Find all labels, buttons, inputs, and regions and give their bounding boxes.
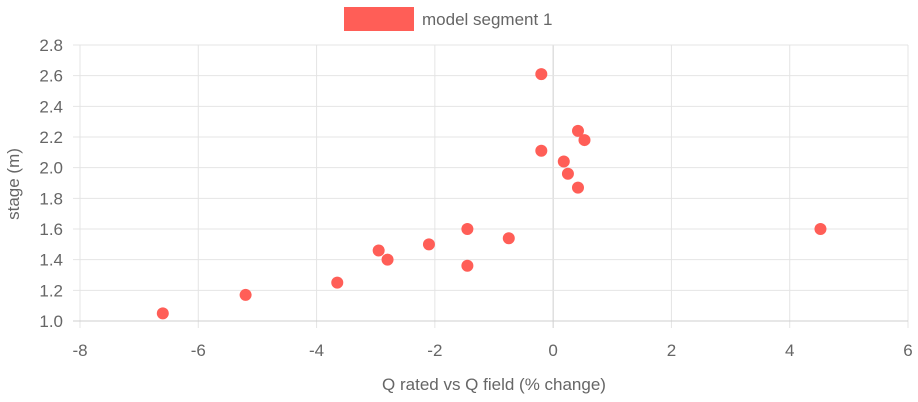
x-tick-label: 0 bbox=[548, 341, 557, 360]
x-tick-label: -2 bbox=[427, 341, 442, 360]
y-tick-label: 2.2 bbox=[39, 128, 63, 147]
y-tick-label: 2.4 bbox=[39, 97, 63, 116]
x-tick-label: -8 bbox=[72, 341, 87, 360]
data-point[interactable] bbox=[381, 253, 394, 266]
legend-label: model segment 1 bbox=[422, 10, 552, 29]
x-tick-label: 6 bbox=[903, 341, 912, 360]
data-point[interactable] bbox=[461, 223, 474, 235]
data-point[interactable] bbox=[372, 244, 385, 257]
data-point[interactable] bbox=[814, 223, 827, 235]
y-tick-label: 2.8 bbox=[39, 36, 63, 55]
data-point[interactable] bbox=[239, 288, 252, 301]
x-tick-label: 2 bbox=[667, 341, 676, 360]
y-tick-label: 1.0 bbox=[39, 312, 63, 331]
data-point[interactable] bbox=[331, 276, 344, 289]
y-axis-ticks: 1.0 1.2 1.4 1.6 1.8 2.0 2.2 2.4 2.6 2.8 bbox=[39, 36, 63, 331]
y-tick-label: 1.2 bbox=[39, 281, 63, 300]
legend-swatch bbox=[344, 7, 414, 31]
x-tick-label: 4 bbox=[785, 341, 794, 360]
grid bbox=[73, 44, 909, 328]
data-point[interactable] bbox=[535, 144, 548, 157]
data-point[interactable] bbox=[461, 259, 474, 272]
y-tick-label: 2.0 bbox=[39, 159, 63, 178]
data-point[interactable] bbox=[422, 238, 435, 251]
y-tick-label: 1.4 bbox=[39, 251, 63, 270]
data-point[interactable] bbox=[578, 134, 591, 147]
x-tick-label: -6 bbox=[191, 341, 206, 360]
x-tick-label: -4 bbox=[309, 341, 324, 360]
x-axis-ticks: -8 -6 -4 -2 0 2 4 6 bbox=[72, 341, 912, 360]
data-point[interactable] bbox=[502, 232, 515, 245]
data-point[interactable] bbox=[561, 167, 574, 180]
data-point[interactable] bbox=[535, 68, 548, 81]
y-tick-label: 1.6 bbox=[39, 220, 63, 239]
data-point[interactable] bbox=[571, 124, 584, 137]
data-point[interactable] bbox=[156, 307, 169, 320]
y-tick-label: 2.6 bbox=[39, 67, 63, 86]
x-axis-title: Q rated vs Q field (% change) bbox=[382, 375, 606, 394]
data-point[interactable] bbox=[557, 155, 570, 168]
data-point[interactable] bbox=[571, 181, 584, 194]
y-tick-label: 1.8 bbox=[39, 189, 63, 208]
legend[interactable]: model segment 1 bbox=[344, 7, 552, 31]
data-points bbox=[156, 68, 827, 320]
y-axis-title: stage (m) bbox=[4, 148, 23, 220]
